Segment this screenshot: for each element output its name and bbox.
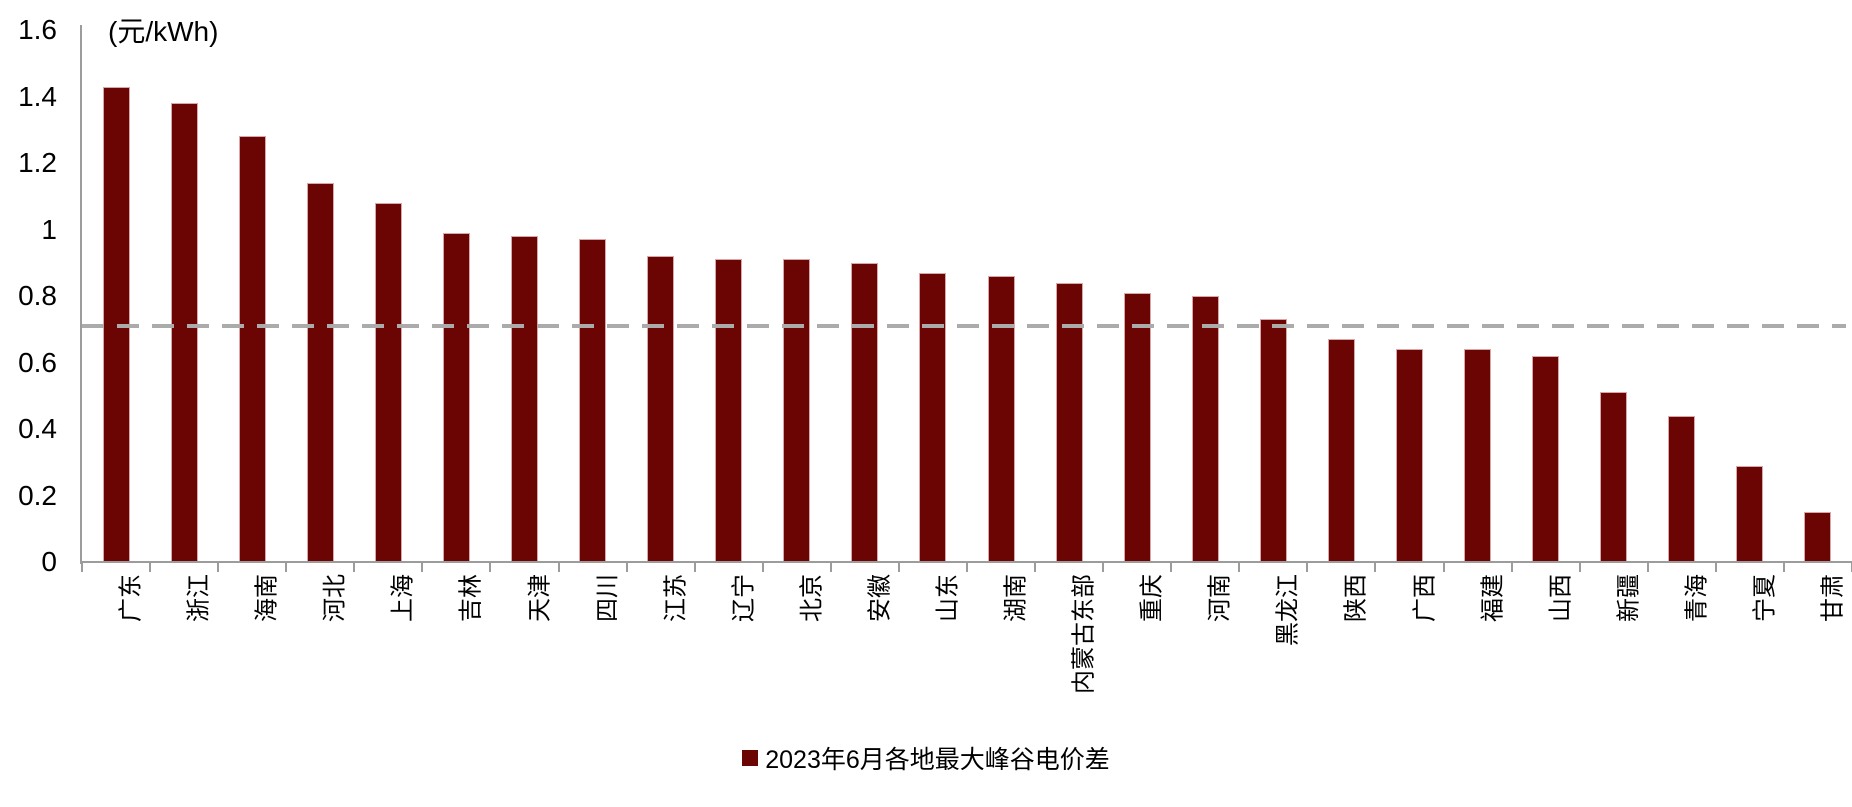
bar — [1396, 349, 1423, 562]
x-axis-label: 黑龙江 — [1274, 574, 1302, 646]
x-axis-label: 上海 — [389, 574, 417, 622]
x-axis-tick — [149, 563, 152, 572]
x-axis-tick — [1238, 563, 1241, 572]
y-axis-tick-label: 1.6 — [18, 14, 57, 45]
bar — [1736, 465, 1764, 562]
x-axis-label: 辽宁 — [730, 574, 758, 622]
x-axis-tick — [1442, 563, 1445, 572]
bar — [715, 259, 743, 562]
legend: 2023年6月各地最大峰谷电价差 — [0, 740, 1852, 776]
y-axis-tick-label: 1.4 — [18, 80, 57, 112]
x-axis-tick — [1578, 563, 1581, 572]
y-axis-tick-label: 1.2 — [18, 147, 57, 178]
x-axis-label: 安徽 — [866, 574, 894, 622]
bar — [579, 239, 607, 562]
y-axis-tick-labels: 0 0.2 0.4 0.6 0.8 1 1.2 1.4 1.6 — [0, 0, 57, 807]
bar — [1532, 355, 1560, 562]
x-axis-tick — [1510, 563, 1513, 572]
x-axis-label: 河南 — [1206, 574, 1234, 622]
y-axis-tick-label: 0.8 — [18, 280, 57, 311]
x-axis-tick — [966, 563, 968, 572]
bar — [919, 272, 947, 562]
bar — [1464, 349, 1492, 562]
y-axis-tick-label: 0 — [41, 546, 57, 577]
x-axis-label: 浙江 — [185, 574, 213, 622]
x-axis-tick — [353, 563, 356, 572]
x-axis-tick — [1306, 563, 1309, 572]
bar — [238, 136, 266, 562]
x-axis-tick — [761, 563, 764, 572]
x-axis-label: 四川 — [594, 574, 622, 622]
x-axis-tick — [81, 563, 83, 572]
x-axis-label: 山东 — [934, 574, 962, 622]
bar — [1327, 339, 1355, 562]
x-axis-tick — [1646, 563, 1649, 572]
y-axis-unit-label: (元/kWh) — [108, 16, 219, 47]
x-axis-label: 重庆 — [1138, 574, 1166, 622]
bar — [1600, 392, 1628, 562]
x-axis-label: 海南 — [253, 574, 281, 622]
x-axis-label: 内蒙古东部 — [1070, 574, 1098, 694]
bar — [1259, 319, 1287, 562]
legend-label: 2023年6月各地最大峰谷电价差 — [765, 746, 1110, 774]
x-axis-tick — [489, 563, 492, 572]
legend-swatch-icon — [742, 750, 759, 766]
x-axis-tick — [421, 563, 424, 572]
bar — [1191, 296, 1219, 562]
x-axis-tick — [1034, 563, 1037, 572]
x-axis-label: 福建 — [1479, 574, 1507, 622]
x-axis-label: 甘肃 — [1819, 574, 1847, 622]
x-axis-label: 吉林 — [457, 574, 485, 622]
x-axis-tick — [1374, 563, 1377, 572]
x-axis-tick — [1714, 563, 1717, 572]
bar — [1055, 282, 1083, 562]
x-axis-tick — [693, 563, 696, 572]
x-axis-label: 广东 — [117, 574, 145, 622]
x-axis-tick — [1782, 563, 1785, 572]
bar — [511, 236, 538, 562]
x-axis-label: 天津 — [526, 574, 553, 622]
x-axis-tick — [829, 563, 832, 572]
reference-dashed-line — [82, 323, 1846, 328]
x-axis-label: 宁夏 — [1751, 574, 1779, 622]
x-axis-label: 陕西 — [1342, 574, 1370, 622]
bar — [783, 259, 811, 562]
x-axis-tick — [625, 563, 628, 572]
bar — [1668, 415, 1696, 562]
y-axis-tick-label: 0.4 — [18, 413, 57, 444]
bar — [987, 276, 1015, 562]
x-axis-tick — [217, 563, 220, 572]
bar — [170, 103, 198, 562]
bar — [442, 232, 470, 562]
y-axis-tick-label: 0.2 — [18, 479, 57, 511]
x-axis-tick — [1170, 563, 1173, 572]
x-axis-tick — [1102, 563, 1105, 572]
x-axis-tick — [285, 563, 288, 572]
x-axis-label: 青海 — [1683, 574, 1711, 622]
x-axis-line — [80, 561, 1852, 563]
x-axis-label: 江苏 — [662, 574, 690, 622]
y-axis-tick-label: 0.6 — [18, 346, 57, 378]
x-axis-tick — [557, 563, 560, 572]
x-axis-tick — [897, 563, 900, 572]
y-axis-tick-label: 1 — [41, 213, 57, 245]
bar — [647, 256, 675, 562]
bar — [374, 202, 402, 562]
y-axis-line — [80, 25, 82, 564]
x-axis-label: 新疆 — [1615, 574, 1643, 622]
x-axis-label: 广西 — [1411, 574, 1438, 622]
bar — [306, 182, 334, 562]
bar — [1804, 512, 1832, 562]
x-axis-label: 湖南 — [1002, 574, 1030, 622]
x-axis-label: 山西 — [1547, 574, 1575, 622]
x-axis-label: 北京 — [798, 574, 826, 622]
bar — [1123, 292, 1151, 562]
bar — [851, 262, 879, 562]
x-axis-label: 河北 — [321, 574, 349, 622]
